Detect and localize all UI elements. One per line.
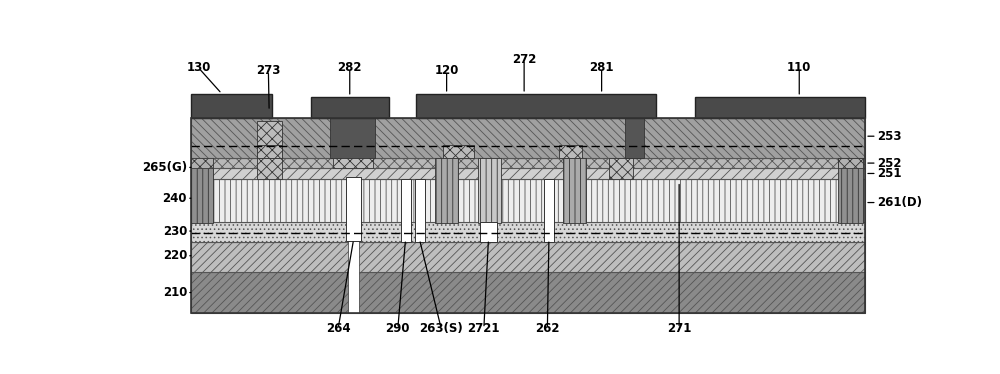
Bar [609,158,633,179]
Bar [191,158,213,223]
Text: 282: 282 [338,61,362,74]
Text: 110: 110 [787,61,811,74]
Text: 262: 262 [535,322,560,335]
Text: 130: 130 [186,61,211,74]
Text: 271: 271 [667,322,691,335]
Bar [415,179,425,242]
Bar [257,121,282,158]
Text: 220: 220 [163,249,187,262]
Bar [257,145,282,158]
Bar [838,158,863,223]
Bar [559,145,582,158]
Bar [563,158,586,223]
Text: 253: 253 [877,130,901,143]
Text: 2721: 2721 [468,322,500,335]
Bar [191,94,272,118]
Bar [478,158,501,223]
Bar [191,158,213,168]
Bar [346,177,361,241]
Bar [311,97,388,118]
Bar [416,94,656,118]
Bar [443,145,474,158]
Bar [191,118,865,313]
Bar [348,241,359,313]
Bar [191,158,213,168]
Text: 263(S): 263(S) [419,322,463,335]
Bar [191,168,865,179]
Bar [435,158,458,223]
Text: 251: 251 [877,167,901,180]
Text: 281: 281 [589,61,614,74]
Text: 210: 210 [163,286,187,299]
Bar [191,222,865,242]
Text: 120: 120 [434,64,459,77]
Bar [838,158,863,168]
Text: 272: 272 [512,53,536,66]
Text: 290: 290 [386,322,410,335]
Bar [480,222,497,242]
Text: 273: 273 [256,64,281,77]
Text: 265(G): 265(G) [142,161,187,174]
Text: 230: 230 [163,224,187,237]
Text: 264: 264 [326,322,350,335]
Text: 240: 240 [162,192,187,205]
Bar [401,179,411,242]
Bar [695,97,865,118]
Bar [333,158,373,168]
Bar [257,158,282,179]
Bar [625,118,644,158]
Bar [191,158,865,168]
Bar [191,118,865,158]
Bar [191,272,865,313]
Text: 261(D): 261(D) [877,196,922,209]
Bar [191,242,865,272]
Bar [191,179,865,222]
Text: 252: 252 [877,157,901,169]
Bar [544,179,554,242]
Bar [330,118,375,158]
